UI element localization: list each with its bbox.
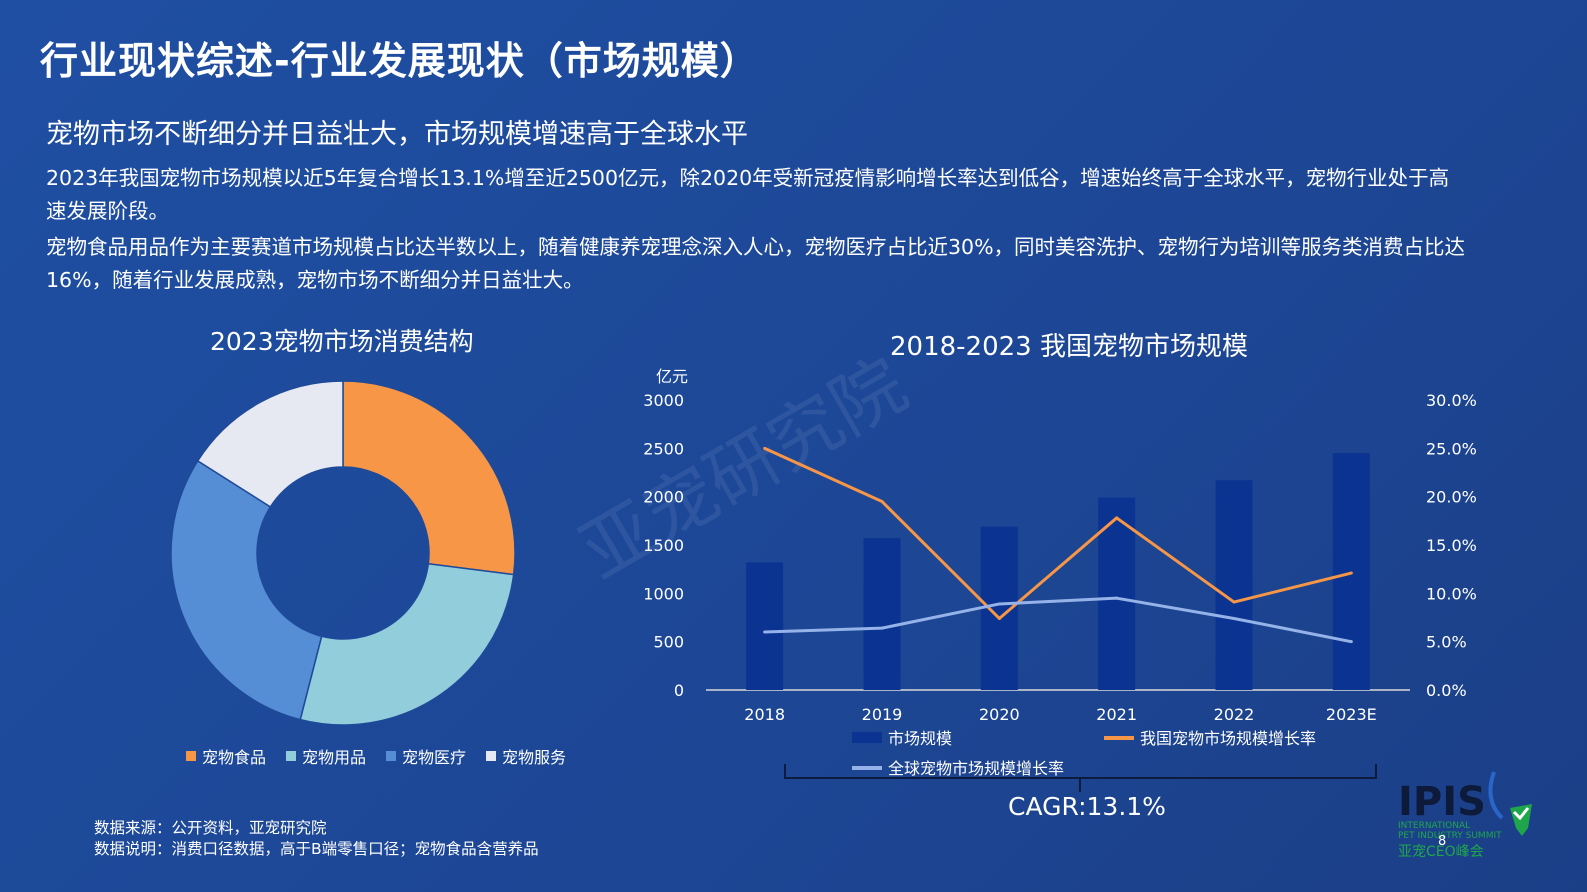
bar-market-size-2018 <box>746 562 784 690</box>
point-global-growth-2023E <box>1349 640 1353 644</box>
y-axis-unit: 亿元 <box>656 367 688 386</box>
y-tick-label: 1500 <box>643 536 684 555</box>
point-china-growth-2021 <box>1115 516 1119 520</box>
page-title: 行业现状综述-行业发展现状（市场规模） <box>40 39 759 83</box>
line-china-growth <box>764 446 1352 620</box>
data-source: 数据来源：公开资料，亚宠研究院 <box>94 819 327 837</box>
y2-tick-label: 20.0% <box>1426 488 1477 507</box>
y2-tick-label: 5.0% <box>1426 633 1467 652</box>
logo-line-1: INTERNATIONAL <box>1398 821 1470 831</box>
legend-swatch-medical <box>386 751 397 761</box>
legend-label-series-0: 市场规模 <box>888 729 952 748</box>
y-tick-label: 3000 <box>643 391 684 410</box>
legend-item-food: 宠物食品 <box>186 744 266 768</box>
ipis-logo: IPIS INTERNATIONAL PET INDUSTRY SUMMIT 亚… <box>1398 771 1532 860</box>
summary-paragraph-1: 2023年我国宠物市场规模以近5年复合增长13.1%增至近2500亿元，除202… <box>46 166 1450 223</box>
pie-slice-3 <box>170 459 323 721</box>
legend-swatch-supplies <box>286 751 297 761</box>
y-tick-label: 0 <box>674 681 684 700</box>
legend-item-service: 宠物服务 <box>486 744 566 768</box>
y-tick-label: 1000 <box>643 584 684 603</box>
y-tick-label: 2500 <box>643 439 684 458</box>
combo-chart: 亿元 0 500 1000 1500 2000 2500 3000 0.0% 5.0% 10.0% 1… <box>643 367 1477 778</box>
point-china-growth-2018 <box>763 446 767 450</box>
point-china-growth-2019 <box>880 500 884 503</box>
pie-chart-title: 2023宠物市场消费结构 <box>210 327 474 356</box>
y2-tick-label: 15.0% <box>1426 536 1477 555</box>
pie-slice-4 <box>196 380 344 508</box>
x-tick-label: 2022 <box>1214 705 1255 724</box>
x-tick-label: 2018 <box>744 705 785 724</box>
page-number: 8 <box>1438 834 1447 849</box>
page-subtitle: 宠物市场不断细分并日益壮大，市场规模增速高于全球水平 <box>46 119 748 150</box>
point-china-growth-2020 <box>997 616 1001 620</box>
point-global-growth-2021 <box>1115 596 1119 600</box>
y2-tick-label: 10.0% <box>1426 584 1477 603</box>
logo-line-2: PET INDUSTRY SUMMIT <box>1398 831 1502 841</box>
point-china-growth-2022 <box>1232 600 1236 604</box>
y-tick-label: 2000 <box>643 488 684 507</box>
legend-label-series-1: 我国宠物市场规模增长率 <box>1140 729 1316 748</box>
point-global-growth-2020 <box>997 602 1001 606</box>
y2-tick-label: 30.0% <box>1426 391 1477 410</box>
pie-slice-2 <box>299 562 515 726</box>
cagr-bracket <box>784 764 1377 792</box>
legend-item-medical: 宠物医疗 <box>386 744 466 768</box>
logo-text: IPIS <box>1398 779 1486 825</box>
legend-label-medical: 宠物医疗 <box>402 748 467 767</box>
legend-label-supplies: 宠物用品 <box>302 748 367 767</box>
point-global-growth-2019 <box>880 626 884 630</box>
bar-market-size-2022 <box>1215 480 1253 690</box>
pie-slice-1 <box>342 380 516 576</box>
y2-tick-label: 0.0% <box>1426 681 1467 700</box>
pie-chart <box>170 380 516 726</box>
logo-line-3: 亚宠CEO峰会 <box>1398 844 1484 860</box>
pie-legend: 宠物食品 宠物用品 宠物医疗 宠物服务 <box>186 744 566 768</box>
combo-chart-title: 2018-2023 我国宠物市场规模 <box>890 332 1248 362</box>
x-tick-label: 2021 <box>1096 705 1137 724</box>
point-china-growth-2023E <box>1349 571 1353 575</box>
legend-label-service: 宠物服务 <box>502 748 567 767</box>
data-note: 数据说明：消费口径数据，高于B端零售口径；宠物食品含营养品 <box>94 840 539 858</box>
legend-item-supplies: 宠物用品 <box>286 744 366 768</box>
point-global-growth-2018 <box>763 630 767 634</box>
x-tick-label: 2019 <box>862 705 903 724</box>
legend-swatch-service <box>486 751 497 761</box>
y-tick-label: 500 <box>653 633 684 652</box>
line-global-growth <box>764 596 1352 644</box>
legend-label-food: 宠物食品 <box>202 748 267 767</box>
legend-swatch-food <box>186 751 196 761</box>
legend-swatch-series-0 <box>852 732 882 743</box>
summary-paragraph-2: 宠物食品用品作为主要赛道市场规模占比达半数以上，随着健康养宠理念深入人心，宠物医… <box>46 235 1466 292</box>
source-note: 数据来源：公开资料，亚宠研究院 数据说明：消费口径数据，高于B端零售口径；宠物食… <box>94 818 539 860</box>
x-tick-label: 2020 <box>979 705 1020 724</box>
cagr-label: CAGR:13.1% <box>1008 792 1166 821</box>
x-tick-label: 2023E <box>1326 705 1377 724</box>
point-global-growth-2022 <box>1232 616 1236 620</box>
bar-market-size-2019 <box>863 538 901 690</box>
y2-tick-label: 25.0% <box>1426 439 1477 458</box>
legend-label-series-2: 全球宠物市场规模增长率 <box>888 759 1064 778</box>
